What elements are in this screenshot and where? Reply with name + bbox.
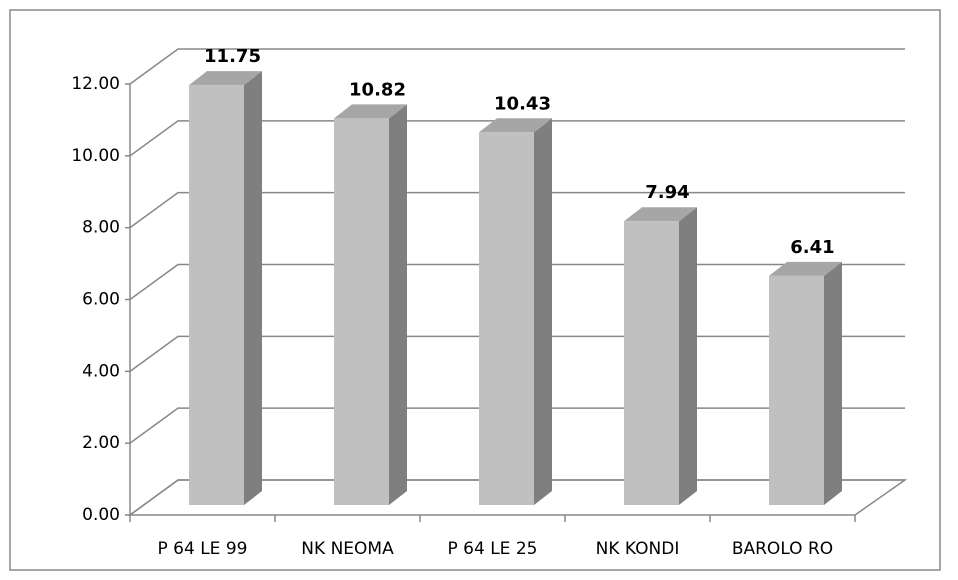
- value-label: 7.94: [645, 182, 689, 203]
- y-tick-label: 12.00: [71, 74, 120, 94]
- bar-top: [479, 118, 552, 133]
- bar-side: [389, 104, 407, 505]
- bar-side: [244, 71, 262, 506]
- bar-front: [624, 221, 679, 505]
- bar-side: [679, 207, 697, 505]
- grid-line: [129, 191, 905, 229]
- x-tick-label: P 64 LE 25: [448, 539, 538, 559]
- bar-front: [189, 85, 244, 506]
- bar-top: [769, 261, 842, 276]
- x-tick-label: NK KONDI: [596, 539, 680, 559]
- bar-top: [334, 104, 407, 119]
- bar-front: [479, 132, 534, 506]
- bar-side: [824, 261, 842, 505]
- grid-line: [129, 120, 905, 157]
- bar: [769, 261, 842, 505]
- x-tick-label: BAROLO RO: [732, 539, 833, 559]
- x-tick-label: P 64 LE 99: [158, 539, 248, 559]
- x-tick-label: NK NEOMA: [301, 539, 394, 559]
- value-label: 10.43: [494, 93, 551, 114]
- grid-line: [129, 48, 905, 85]
- y-tick-label: 6.00: [82, 290, 120, 310]
- bar: [189, 71, 262, 506]
- bar-top: [189, 71, 262, 86]
- value-label: 11.75: [204, 46, 261, 67]
- bar-side: [534, 118, 552, 506]
- y-tick-label: 8.00: [82, 218, 120, 238]
- bar-front: [769, 275, 824, 505]
- y-tick-label: 2.00: [82, 433, 120, 453]
- y-tick-label: 4.00: [82, 361, 120, 381]
- bar-top: [624, 207, 697, 222]
- y-tick-label: 10.00: [71, 146, 120, 166]
- bar: [479, 118, 552, 506]
- value-label: 6.41: [790, 237, 834, 258]
- value-label: 10.82: [349, 79, 406, 100]
- bar: [334, 104, 407, 505]
- bar: [624, 207, 697, 505]
- bar-front: [334, 118, 389, 505]
- y-tick-label: 0.00: [82, 505, 120, 525]
